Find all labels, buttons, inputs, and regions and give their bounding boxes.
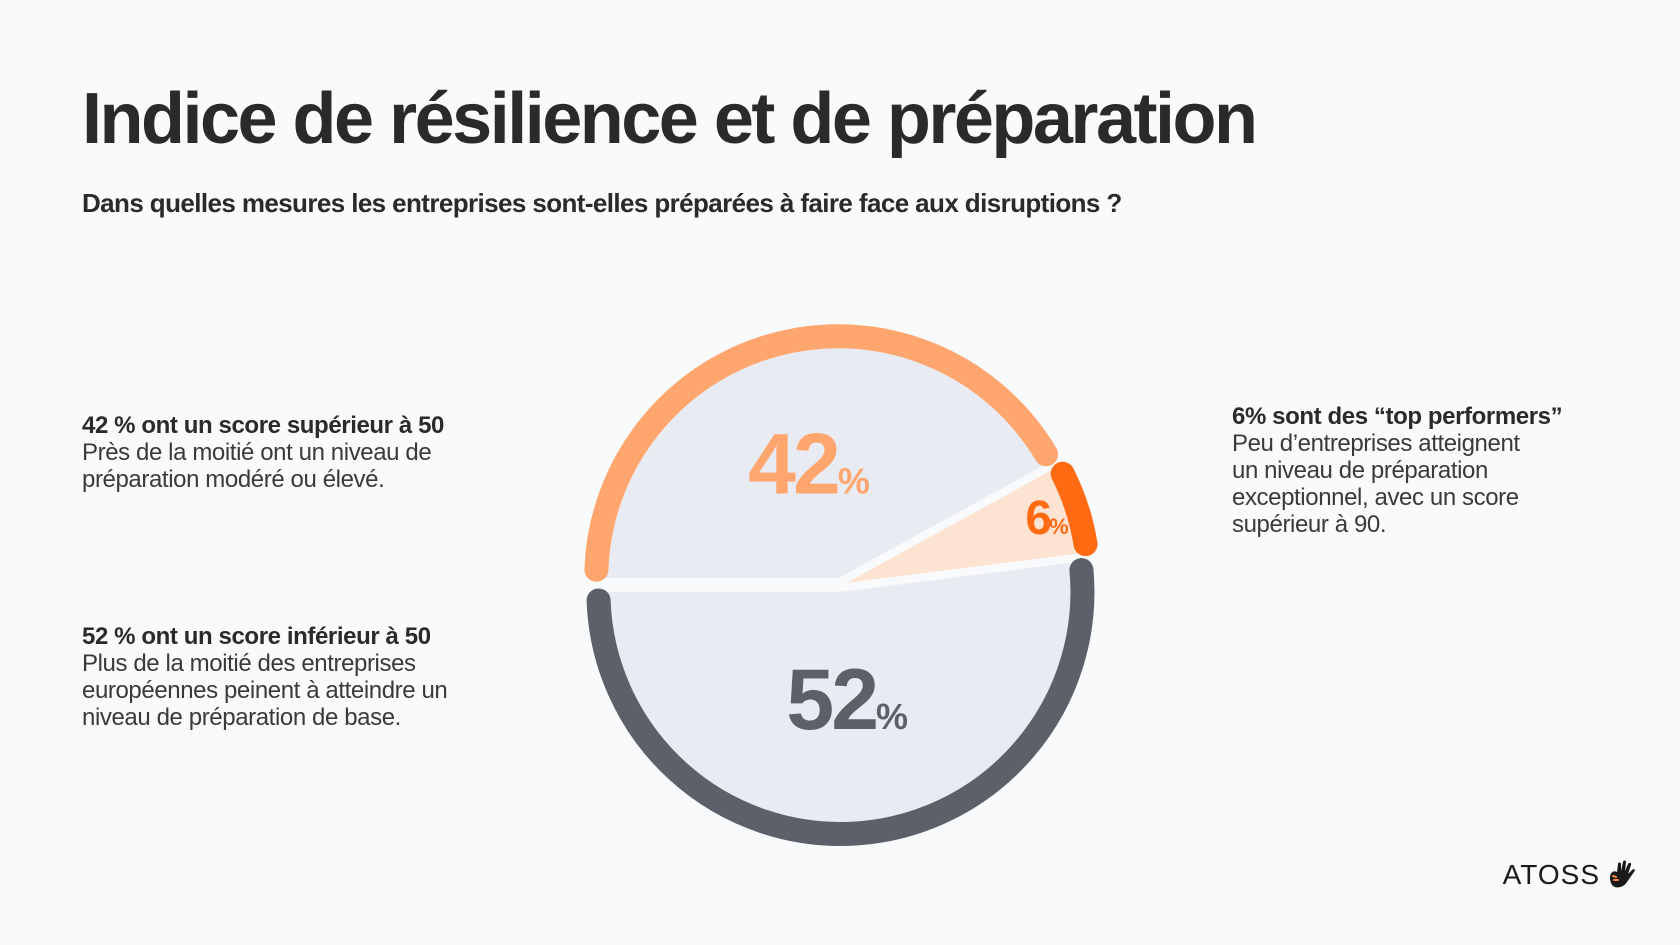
note-top-body: Peu d’entreprises atteignent un niveau d…: [1232, 430, 1520, 538]
note-high-body: Près de la moitié ont un niveau de prépa…: [82, 439, 432, 493]
hand-icon: [1610, 860, 1635, 888]
note-score-below-50: 52 % ont un score inférieur à 50 Plus de…: [82, 623, 502, 731]
note-top-performers: 6% sont des “top performers” Peu d’entre…: [1232, 403, 1592, 538]
slice-below-50-label: 52%: [786, 652, 908, 748]
slice-above-50-label: 42%: [748, 417, 870, 513]
page-title: Indice de résilience et de préparation: [82, 79, 1258, 159]
slice-top-performers-label: 6%: [1025, 492, 1068, 545]
page-subtitle: Dans quelles mesures les entreprises son…: [82, 188, 1122, 218]
note-top-heading: 6% sont des “top performers”: [1232, 403, 1563, 430]
note-low-heading: 52 % ont un score inférieur à 50: [82, 623, 431, 650]
slice-above-50-arc: [584, 324, 1059, 582]
slice-below-50-arc: [586, 558, 1095, 846]
slice-top-performers-arc: [1050, 461, 1098, 557]
slice-above-50-wedge: [593, 333, 1053, 579]
note-low-body: Plus de la moitié des entreprises europé…: [82, 650, 448, 731]
slice-top-performers-label-unit: %: [1049, 514, 1069, 539]
slice-above-50-label-number: 42: [748, 417, 838, 513]
slice-above-50-label-unit: %: [838, 461, 870, 502]
logo-text: ATOSS: [1502, 859, 1600, 890]
slice-below-50-label-number: 52: [786, 652, 876, 748]
slice-top-performers-wedge: [846, 464, 1090, 583]
slice-below-50-wedge: [595, 561, 1086, 837]
brand-logo: ATOSS: [1503, 858, 1638, 892]
note-high-heading: 42 % ont un score supérieur à 50: [82, 412, 445, 439]
slice-top-performers-label-number: 6: [1025, 492, 1050, 545]
slice-below-50-label-unit: %: [876, 696, 908, 737]
note-score-above-50: 42 % ont un score supérieur à 50 Près de…: [82, 412, 502, 493]
